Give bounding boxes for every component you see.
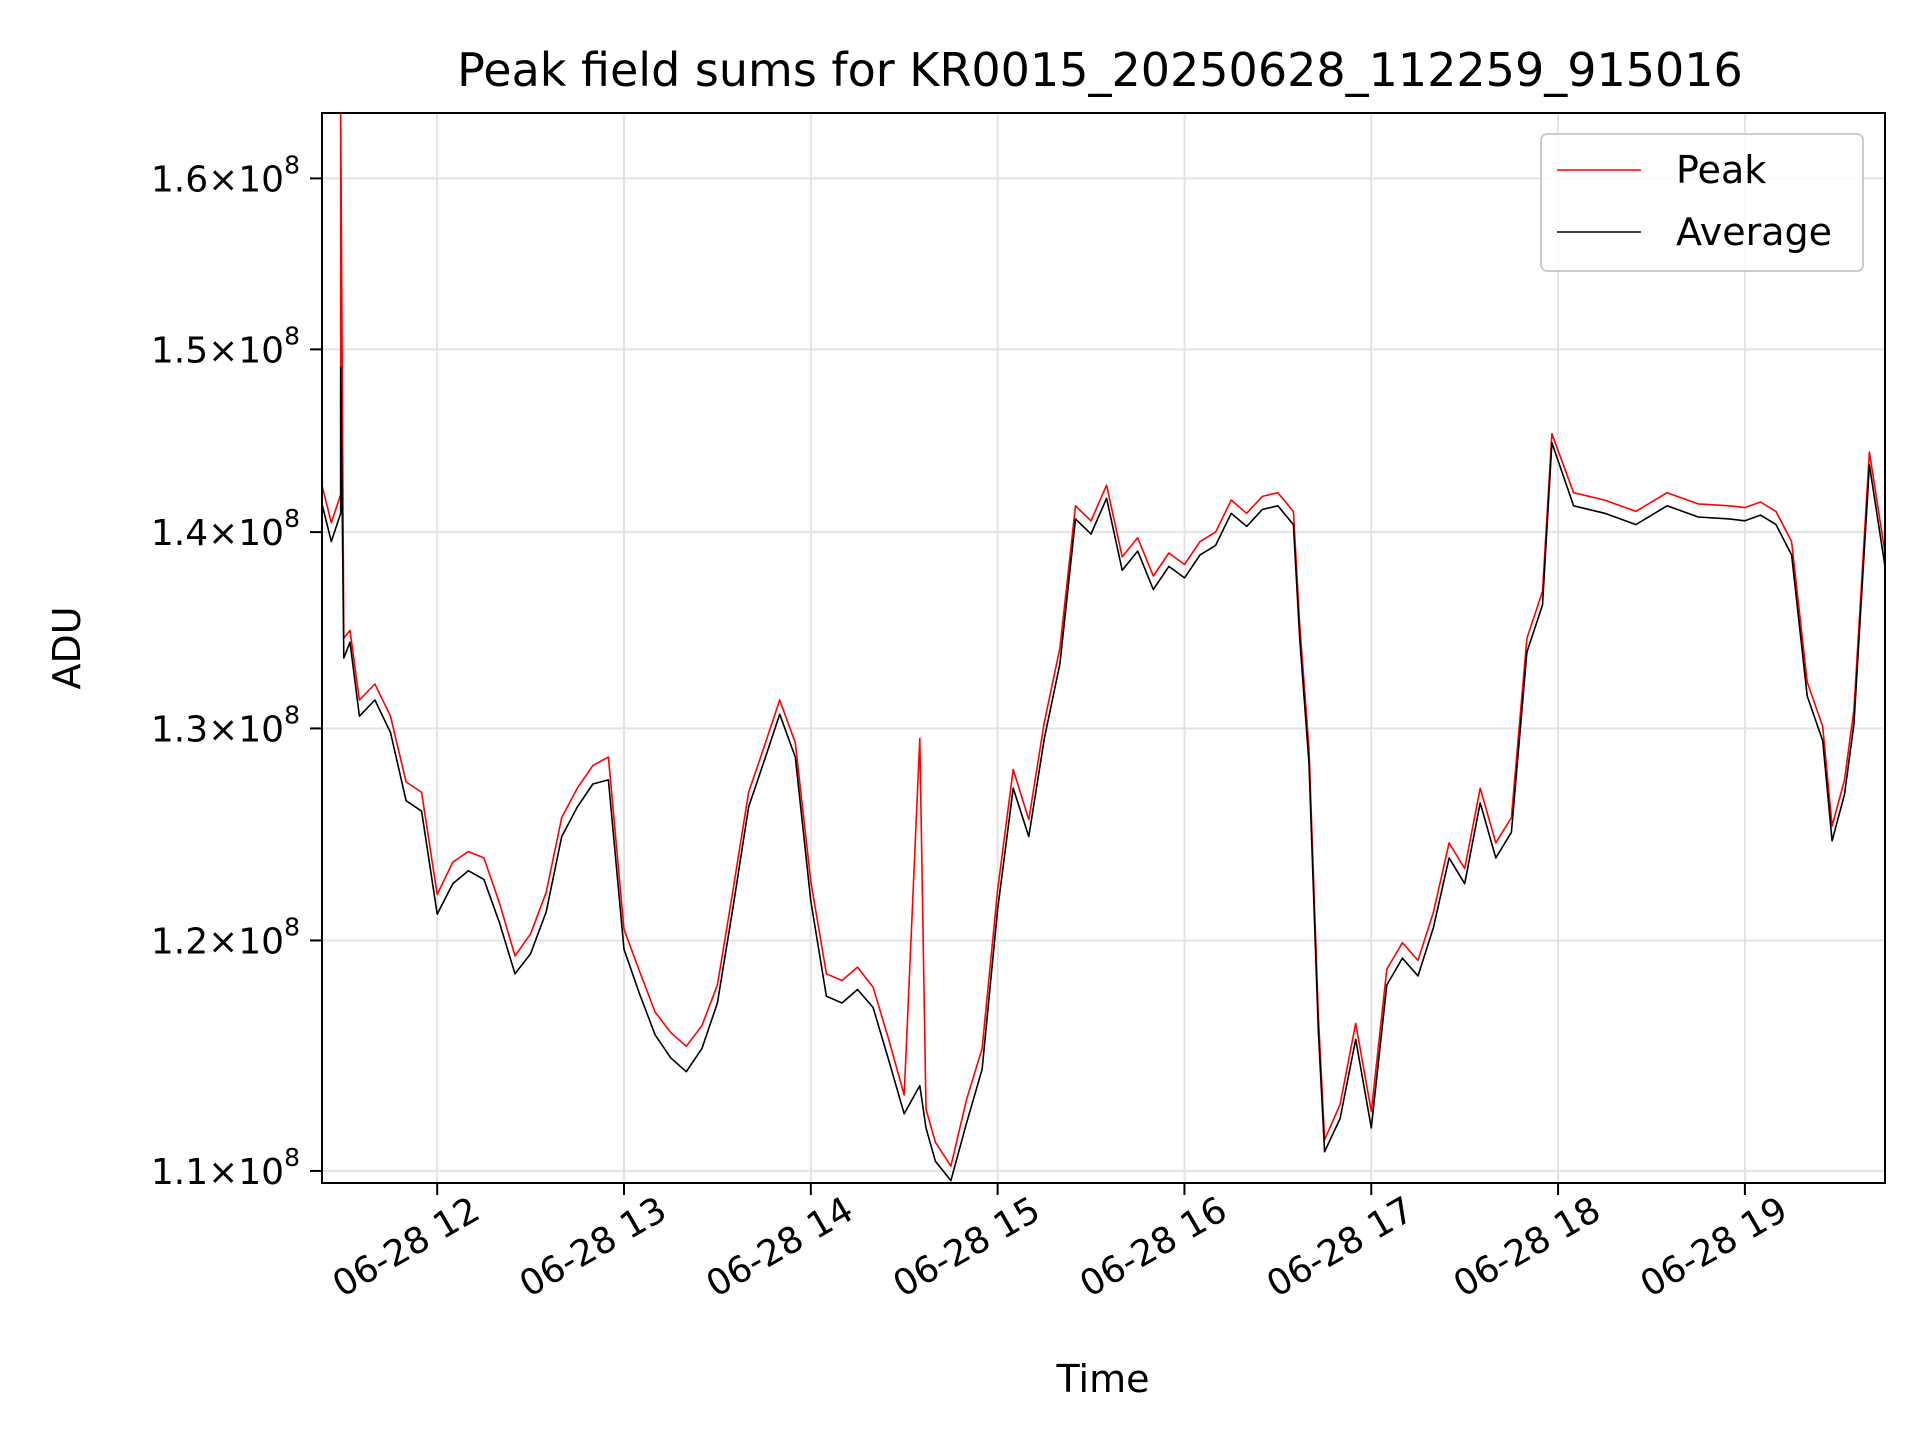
y-tick-label: 1.6×108	[151, 150, 300, 200]
legend-box	[1540, 133, 1864, 272]
grid	[322, 113, 1885, 1183]
legend: Peak Average	[1540, 133, 1864, 272]
x-axis-label: Time	[1056, 1357, 1150, 1401]
series-layer	[321, 112, 1886, 1182]
y-axis-ticks: 1.1×108 1.2×108 1.3×108 1.4×108 1.5×108 1.6×1…	[151, 150, 322, 1193]
y-tick-label: 1.1×108	[151, 1143, 300, 1193]
plot-area-frame	[321, 112, 1886, 1184]
legend-label-peak: Peak	[1676, 148, 1766, 192]
y-tick-label: 1.4×108	[151, 504, 300, 554]
chart-title: Peak field sums for KR0015_20250628_1122…	[457, 43, 1743, 97]
legend-label-average: Average	[1676, 210, 1832, 254]
y-axis-label: ADU	[45, 606, 89, 689]
y-tick-label: 1.2×108	[151, 912, 300, 962]
y-tick-label: 1.3×108	[151, 700, 300, 750]
series-line-average	[321, 366, 1886, 1182]
y-tick-label: 1.5×108	[151, 321, 300, 371]
